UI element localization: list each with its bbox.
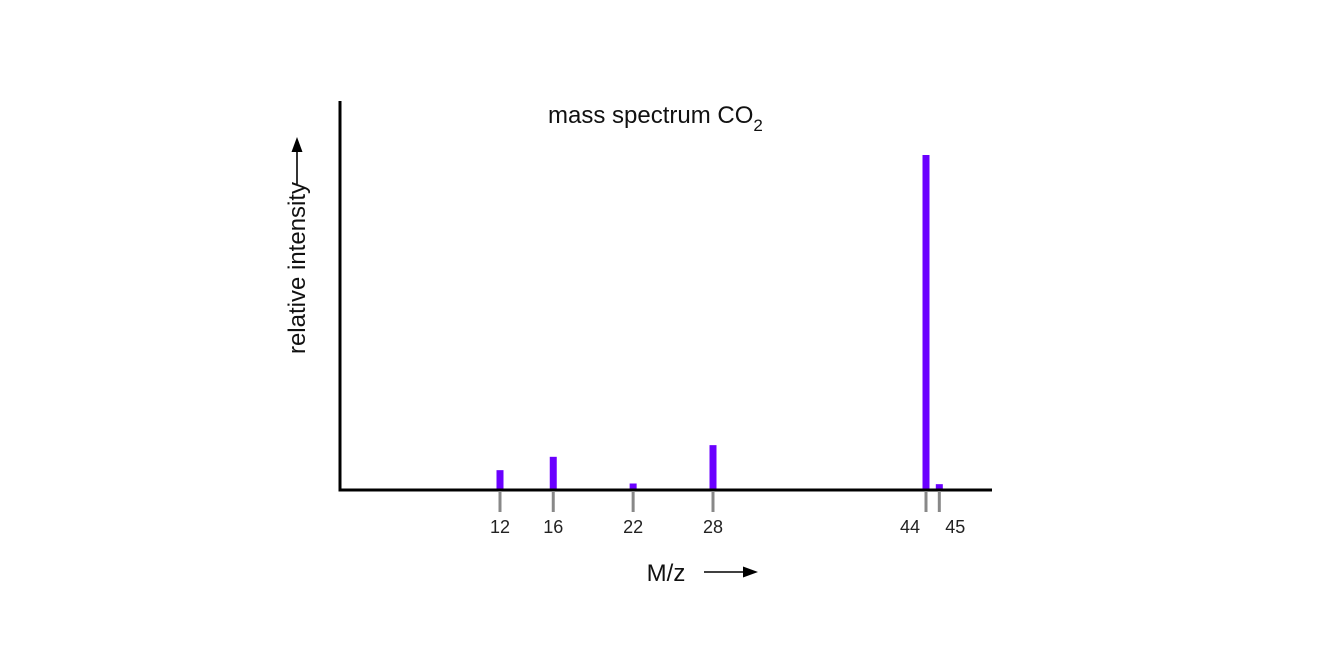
- y-axis-label: relative intensity: [284, 182, 311, 354]
- y-axis-arrow-icon: [291, 137, 303, 184]
- x-tick-label-22: 22: [623, 517, 643, 537]
- x-tick-label-12: 12: [490, 517, 510, 537]
- bar-mz-22: [629, 483, 637, 489]
- chart-title-subscript: 2: [753, 116, 762, 135]
- y-axis-label-group: relative intensity: [284, 182, 311, 354]
- x-tick-label-45: 45: [945, 517, 965, 537]
- bars-group: [496, 155, 943, 489]
- tick-labels-group: 12 16 22 28 44 45: [490, 517, 965, 537]
- x-tick-label-44: 44: [900, 517, 920, 537]
- ticks-group: [498, 491, 941, 512]
- chart-title-main: mass spectrum CO: [548, 102, 753, 129]
- bar-mz-16: [549, 456, 557, 489]
- bar-mz-44: [922, 155, 930, 489]
- bar-mz-45: [935, 484, 943, 489]
- x-tick-label-16: 16: [543, 517, 563, 537]
- bar-mz-28: [709, 445, 717, 489]
- x-tick-label-28: 28: [703, 517, 723, 537]
- chart-title: mass spectrum CO2: [548, 102, 763, 135]
- x-axis-label: M/z: [647, 560, 686, 587]
- bar-mz-12: [496, 470, 504, 489]
- x-axis-arrow-icon: [704, 566, 758, 578]
